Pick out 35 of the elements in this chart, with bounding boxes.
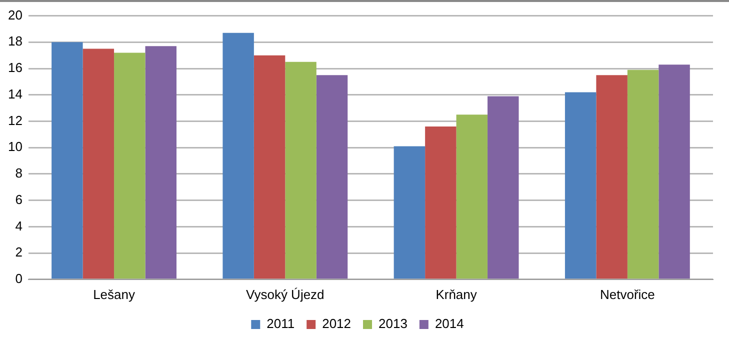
legend-label: 2013	[378, 316, 408, 332]
y-tick-label: 4	[15, 218, 22, 234]
y-tick-label: 14	[8, 86, 22, 102]
bar	[658, 64, 690, 279]
legend-label: 2014	[434, 316, 464, 332]
bar	[456, 114, 488, 279]
x-tick-label: Vysoký Újezd	[246, 286, 324, 302]
y-tick-label: 12	[8, 112, 22, 128]
bar	[285, 62, 316, 279]
y-tick-label: 18	[8, 34, 22, 49]
y-tick-label: 6	[15, 192, 22, 207]
y-tick-label: 2	[15, 244, 22, 260]
bar	[222, 32, 254, 279]
bar	[394, 146, 426, 279]
bar	[316, 75, 348, 279]
bar	[52, 42, 83, 279]
bar	[254, 55, 286, 279]
bar	[596, 75, 628, 279]
y-tick-label: 20	[8, 7, 22, 22]
legend-label: 2012	[322, 316, 352, 332]
y-tick-label: 0	[15, 270, 22, 286]
bar	[145, 46, 176, 279]
x-tick-label: Netvořice	[600, 286, 655, 302]
bar	[627, 70, 659, 279]
y-tick-label: 16	[8, 60, 22, 76]
x-tick-label: Lešany	[93, 286, 136, 302]
bar	[488, 96, 519, 279]
y-tick-label: 8	[15, 166, 22, 181]
bar	[564, 92, 596, 279]
x-tick-label: Krňany	[436, 286, 478, 302]
y-tick-label: 10	[8, 139, 22, 154]
bar	[82, 48, 114, 279]
legend-label: 2011	[266, 316, 295, 332]
bar	[114, 52, 146, 279]
bar	[425, 126, 456, 279]
